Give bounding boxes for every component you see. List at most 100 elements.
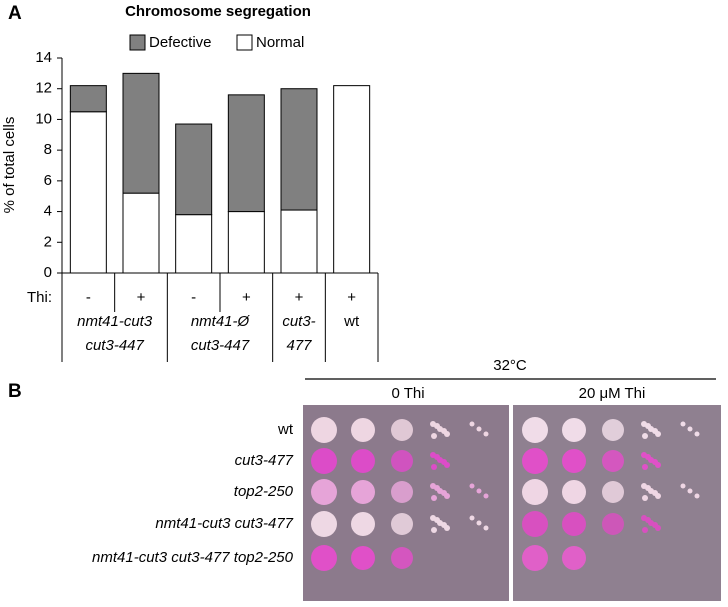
y-tick-label: 4 (44, 203, 52, 220)
spot (311, 448, 337, 474)
colony (642, 433, 648, 439)
colony (652, 490, 658, 496)
spot (351, 512, 375, 536)
spot (311, 511, 337, 537)
bar-segment (122, 192, 160, 274)
spot (351, 449, 375, 473)
condition-label: 0 Thi (391, 385, 424, 402)
spot (391, 419, 413, 441)
colony (680, 421, 686, 427)
colony (441, 459, 447, 465)
colony (483, 431, 489, 437)
spot (351, 480, 375, 504)
colony (687, 426, 693, 432)
bar-segment (333, 85, 371, 274)
colony (652, 522, 658, 528)
panel-label: A (8, 3, 22, 24)
legend-label: Defective (149, 34, 212, 51)
y-tick-label: 2 (44, 233, 52, 250)
bar-segment (69, 111, 107, 274)
colony (645, 485, 651, 491)
group-label: cut3- (282, 313, 315, 330)
colony (476, 426, 482, 432)
colony (642, 527, 648, 533)
spot (522, 545, 548, 571)
x-tick-label: - (191, 289, 196, 306)
colony (431, 433, 437, 439)
group-label: wt (343, 313, 360, 330)
strain-label: nmt41-cut3 cut3-477 top2-250 (92, 549, 294, 566)
y-tick-label: 8 (44, 141, 52, 158)
colony (642, 495, 648, 501)
group-label: cut3-447 (85, 337, 144, 354)
spot (391, 450, 413, 472)
colony (652, 459, 658, 465)
colony (483, 525, 489, 531)
panel-label: B (8, 381, 22, 402)
colony (645, 454, 651, 460)
spot (522, 511, 548, 537)
spot (311, 545, 337, 571)
colony (469, 483, 475, 489)
spot (562, 512, 586, 536)
spot (602, 450, 624, 472)
spot (602, 419, 624, 441)
colony (687, 488, 693, 494)
spot (391, 547, 413, 569)
legend-label: Normal (256, 34, 304, 51)
x-tick-label: + (347, 289, 356, 306)
colony (645, 423, 651, 429)
spot (522, 417, 548, 443)
y-tick-label: 12 (35, 80, 52, 97)
legend-swatch (129, 34, 146, 51)
bar-segment (227, 94, 265, 213)
condition-label: 20 μM Thi (579, 385, 646, 402)
spot (562, 449, 586, 473)
colony (645, 517, 651, 523)
spot (562, 480, 586, 504)
colony (441, 522, 447, 528)
spot (522, 448, 548, 474)
bar-segment (69, 85, 107, 113)
colony (434, 454, 440, 460)
bar-segment (280, 88, 318, 211)
group-label: cut3-447 (191, 337, 250, 354)
x-tick-label: + (137, 289, 146, 306)
colony (431, 527, 437, 533)
spot (391, 513, 413, 535)
x-tick-label: - (86, 289, 91, 306)
colony (652, 428, 658, 434)
colony (642, 464, 648, 470)
colony (434, 485, 440, 491)
colony (434, 423, 440, 429)
group-label: nmt41-cut3 (77, 313, 153, 330)
y-tick-label: 14 (35, 49, 52, 66)
colony (469, 421, 475, 427)
spot (522, 479, 548, 505)
spot (562, 418, 586, 442)
group-label: 477 (286, 337, 312, 354)
spot (391, 481, 413, 503)
bar-segment (280, 209, 318, 274)
spot (602, 513, 624, 535)
bar-segment (227, 211, 265, 274)
row-label: Thi: (27, 289, 52, 306)
colony (431, 495, 437, 501)
bar-segment (122, 72, 160, 194)
group-label: nmt41-Ø (191, 313, 251, 330)
strain-label: top2-250 (234, 483, 294, 500)
y-tick-label: 10 (35, 110, 52, 127)
temperature-label: 32°C (493, 357, 527, 374)
spot (602, 481, 624, 503)
colony (680, 483, 686, 489)
y-tick-label: 6 (44, 172, 52, 189)
x-tick-label: + (295, 289, 304, 306)
colony (441, 428, 447, 434)
colony (694, 493, 700, 499)
strain-label: wt (277, 421, 294, 438)
y-tick-label: 0 (44, 264, 52, 281)
x-tick-label: + (242, 289, 251, 306)
colony (694, 431, 700, 437)
spot (351, 546, 375, 570)
